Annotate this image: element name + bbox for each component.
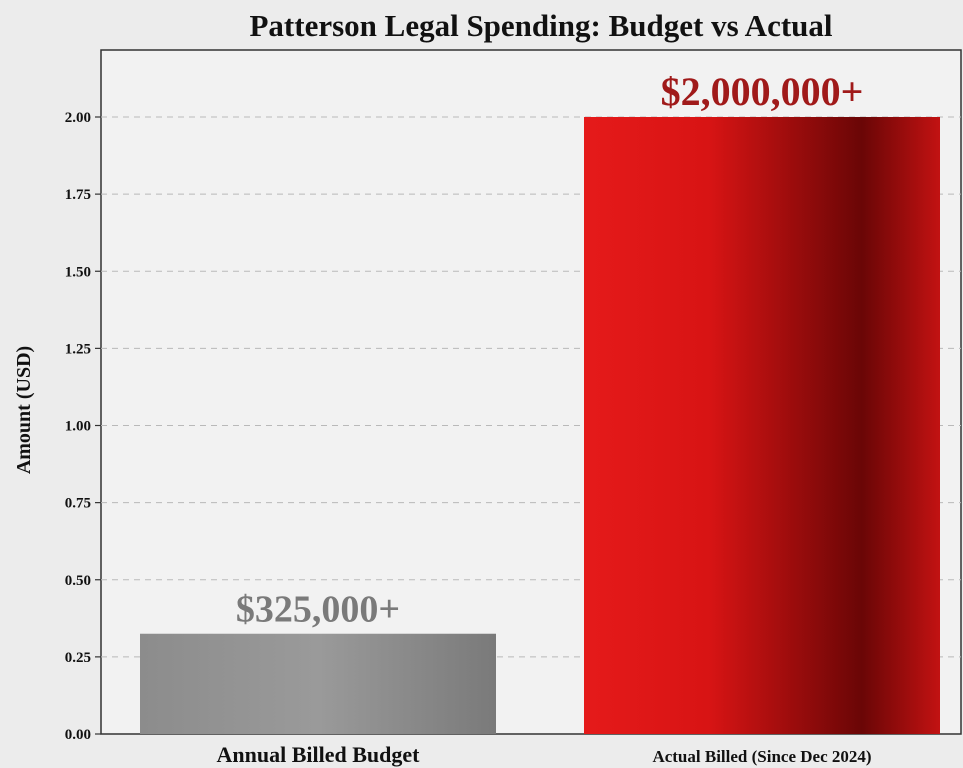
y-axis-ticks: 0.00 0.25 0.50 0.75 1.00 1.25 1.50 1.75 2.00 [65, 110, 101, 743]
y-tick-label: 1.25 [65, 341, 91, 357]
bar [584, 117, 940, 734]
y-tick-label: 0.25 [65, 650, 91, 666]
data-label: $325,000+ [236, 589, 400, 631]
y-tick-label: 1.75 [65, 187, 91, 203]
bars: $325,000+ Annual Billed Budget $2,000,000+… [140, 69, 940, 767]
y-tick-label: 2.00 [65, 110, 91, 126]
y-tick-label: 0.75 [65, 496, 91, 512]
y-tick-label: 1.00 [65, 419, 91, 435]
bar [140, 633, 496, 734]
y-tick-label: 0.00 [65, 727, 91, 743]
x-tick-label: Annual Billed Budget [217, 742, 421, 767]
chart-title: Patterson Legal Spending: Budget vs Actu… [249, 8, 832, 43]
y-axis-label: Amount (USD) [13, 346, 35, 474]
y-tick-label: 1.50 [65, 264, 91, 280]
x-tick-label: Actual Billed (Since Dec 2024) [652, 747, 871, 766]
y-tick-label: 0.50 [65, 573, 91, 589]
data-label: $2,000,000+ [661, 69, 864, 114]
